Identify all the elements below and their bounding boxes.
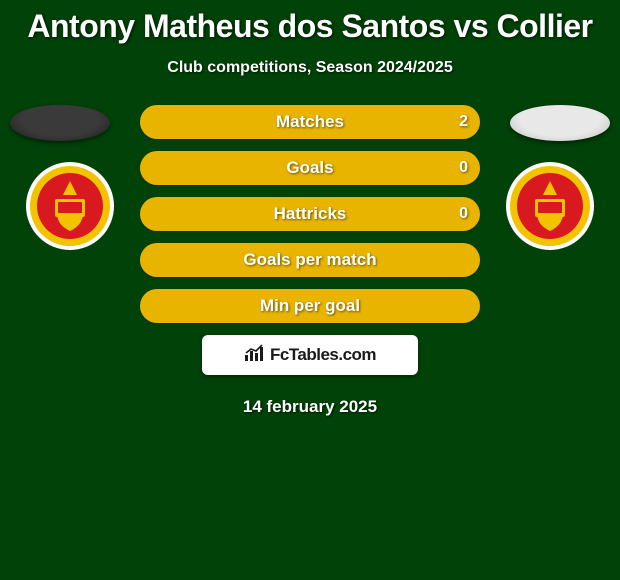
comparison-panel: Matches2Goals0Hattricks0Goals per matchM…: [0, 105, 620, 417]
stat-bar: Matches2: [140, 105, 480, 139]
stat-bar-label: Goals per match: [140, 250, 480, 270]
player-right-avatar: [510, 105, 610, 141]
stat-bar: Goals0: [140, 151, 480, 185]
stat-bar: Goals per match: [140, 243, 480, 277]
stat-bar-label: Min per goal: [140, 296, 480, 316]
club-crest-left: [25, 161, 115, 251]
stat-bar-right-value: 0: [459, 159, 468, 177]
page-title: Antony Matheus dos Santos vs Collier: [0, 0, 620, 45]
stat-bars: Matches2Goals0Hattricks0Goals per matchM…: [140, 105, 480, 323]
subtitle: Club competitions, Season 2024/2025: [0, 59, 620, 77]
date-label: 14 february 2025: [0, 397, 620, 417]
stat-bar: Min per goal: [140, 289, 480, 323]
chart-icon: [244, 344, 266, 367]
player-left-avatar: [10, 105, 110, 141]
branding-label: FcTables.com: [270, 345, 376, 365]
stat-bar-label: Goals: [140, 158, 480, 178]
stat-bar-label: Hattricks: [140, 204, 480, 224]
stat-bar-right-value: 2: [459, 113, 468, 131]
stat-bar: Hattricks0: [140, 197, 480, 231]
branding-badge: FcTables.com: [202, 335, 418, 375]
club-crest-right: [505, 161, 595, 251]
stat-bar-right-value: 0: [459, 205, 468, 223]
stat-bar-label: Matches: [140, 112, 480, 132]
